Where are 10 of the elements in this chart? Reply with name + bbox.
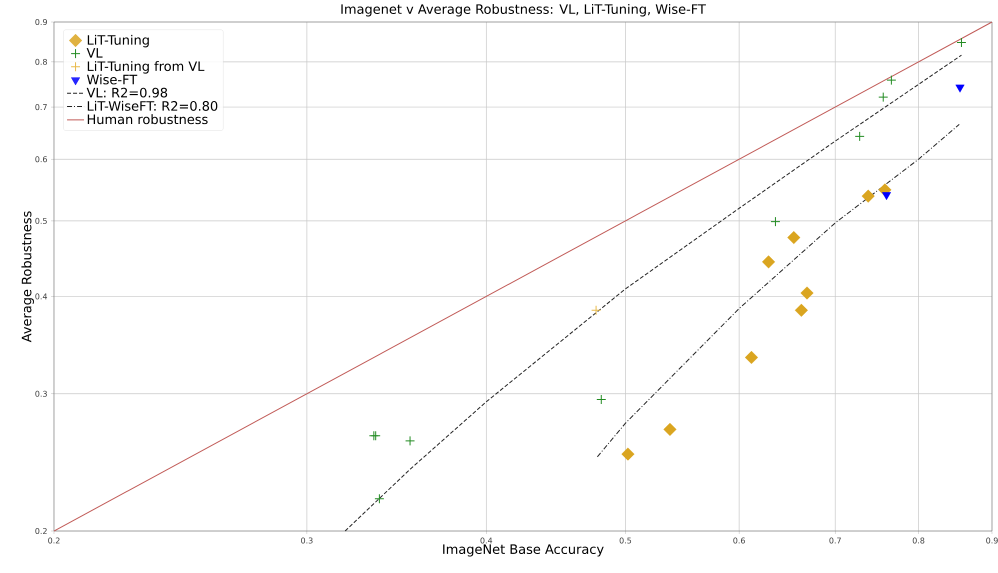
legend-label: LiT-Tuning from VL (88, 61, 204, 74)
y-axis-title: Average Robustness (21, 211, 34, 342)
legend-label: Human robustness (88, 114, 208, 124)
legend-label: LiT-Tuning (88, 34, 149, 48)
chart-title: Imagenet v Average Robustness: VL, LiT-Tuning, Wise-FT (341, 4, 706, 16)
x-axis-title: ImageNet Base Accuracy (443, 544, 604, 557)
legend-label: VL: R2=0.98 (86, 88, 168, 98)
legend-label: LiT-WiseFT: R2=0.80 (88, 100, 218, 111)
legend-label: Wise-FT (86, 74, 138, 84)
legend-label: VL (86, 48, 103, 58)
